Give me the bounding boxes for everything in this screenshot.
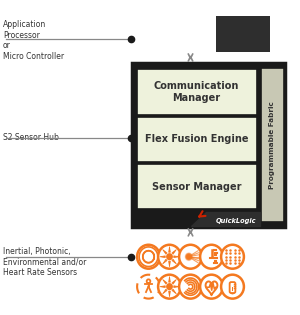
Polygon shape [190,212,260,226]
Circle shape [179,245,202,269]
Circle shape [185,253,192,261]
Polygon shape [172,249,176,254]
Circle shape [221,275,244,299]
Circle shape [185,253,193,261]
Circle shape [188,256,190,258]
Circle shape [186,254,192,260]
Polygon shape [160,256,165,258]
Bar [232,287,233,291]
Polygon shape [172,259,176,264]
Bar [216,16,270,52]
Bar [261,68,284,222]
Circle shape [187,255,190,259]
Bar [132,63,285,227]
Polygon shape [160,286,165,288]
Bar [136,117,256,162]
Circle shape [166,283,173,290]
Circle shape [221,245,244,269]
Circle shape [230,290,235,295]
Circle shape [166,253,173,260]
Polygon shape [163,279,167,284]
Polygon shape [169,277,170,282]
Polygon shape [163,259,167,264]
Text: QuickLogic: QuickLogic [216,217,256,224]
Circle shape [187,254,191,259]
Polygon shape [169,247,170,252]
Polygon shape [174,286,179,288]
Text: Application
Processor
or
Micro Controller: Application Processor or Micro Controlle… [3,20,64,61]
Circle shape [147,279,150,283]
Polygon shape [169,261,170,267]
Polygon shape [163,249,167,254]
Circle shape [179,275,202,299]
Bar [136,69,256,115]
Circle shape [184,252,193,261]
Polygon shape [172,289,176,294]
Circle shape [200,275,223,299]
Text: Programmable Fabric: Programmable Fabric [269,101,275,189]
Circle shape [200,245,223,269]
Circle shape [186,254,191,260]
Circle shape [188,255,190,258]
Circle shape [188,256,189,257]
Bar [136,164,256,209]
Text: Sensor Manager: Sensor Manager [152,182,241,192]
Polygon shape [174,256,179,258]
Circle shape [137,245,160,269]
Circle shape [158,245,181,269]
Text: Inertial, Photonic,
Environmental and/or
Heart Rate Sensors: Inertial, Photonic, Environmental and/or… [3,247,86,277]
Circle shape [158,275,181,299]
Polygon shape [172,279,176,284]
FancyBboxPatch shape [230,282,236,293]
Polygon shape [163,289,167,294]
Text: Flex Fusion Engine: Flex Fusion Engine [145,135,248,144]
Text: Communication
Manager: Communication Manager [154,81,239,103]
Text: S2 Sensor Hub: S2 Sensor Hub [3,133,59,142]
Polygon shape [169,291,170,297]
